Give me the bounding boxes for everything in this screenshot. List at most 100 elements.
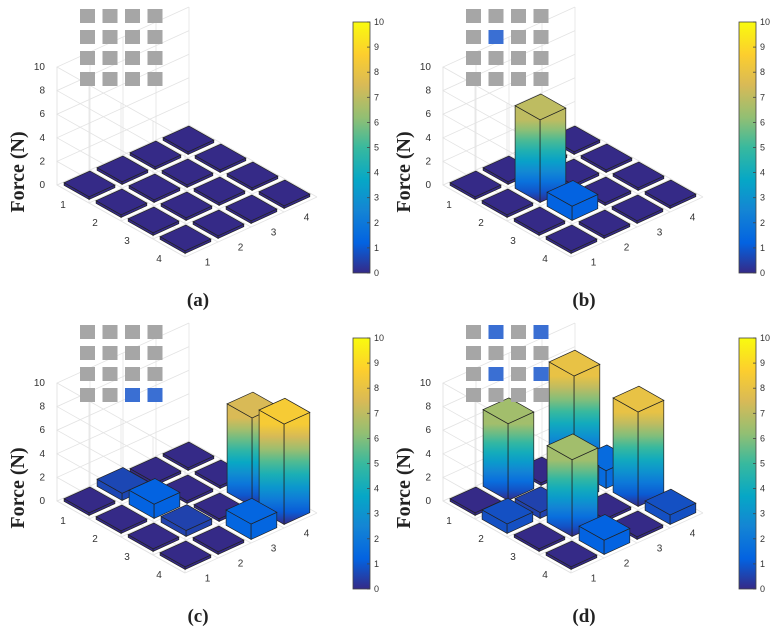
z-axis-label: Force (N) (393, 131, 415, 212)
bar-r1-c1 (63, 486, 116, 516)
col-tick-label: 1 (591, 258, 597, 269)
row-tick-label: 2 (478, 218, 484, 229)
bar-r3-c4 (226, 161, 279, 191)
z-tick-label: 0 (425, 180, 431, 191)
bar-r4-c1 (159, 224, 212, 254)
z-tick-label: 4 (425, 133, 431, 144)
bar-r3-c2 (546, 433, 599, 537)
bar-r3-c2 (160, 191, 213, 221)
colorbar-tick-label: 0 (760, 268, 765, 278)
row-tick-label: 1 (446, 516, 452, 527)
sensor-pad (511, 325, 526, 339)
z-tick-label: 6 (425, 425, 431, 436)
bar-r3-c4 (612, 385, 665, 507)
colorbar-tick-label: 9 (374, 358, 379, 368)
z-tick-label: 10 (34, 62, 46, 73)
z-tick-label: 8 (39, 86, 45, 97)
colorbar-tick-label: 4 (760, 168, 765, 178)
sensor-pad (102, 388, 118, 402)
bar-r2-c1 (481, 188, 534, 218)
row-tick-label: 2 (92, 534, 98, 545)
row-tick-label: 2 (92, 218, 98, 229)
colorbar-tick-label: 8 (374, 383, 379, 393)
col-tick-label: 1 (205, 258, 211, 269)
z-axis-label: Force (N) (7, 131, 29, 212)
sensor-pad (102, 346, 118, 360)
col-tick-label: 3 (657, 544, 663, 555)
sensor-pad (102, 325, 118, 339)
bar-r4-c4 (258, 179, 311, 209)
sensor-pad (533, 346, 549, 360)
sensor-pad (511, 51, 526, 65)
bar-r4-c2 (192, 525, 245, 555)
z-tick-label: 8 (425, 402, 431, 413)
z-tick-label: 0 (425, 496, 431, 507)
sensor-pad (466, 325, 481, 339)
bars (63, 125, 311, 254)
colorbar-tick-label: 5 (760, 143, 765, 153)
z-tick-label: 8 (39, 402, 45, 413)
bar-r2-c2 (128, 478, 181, 519)
bar-r2-c2 (514, 93, 567, 203)
row-tick-label: 3 (124, 552, 130, 563)
sensor-pad (466, 72, 481, 86)
colorbar-tick-label: 10 (374, 17, 384, 27)
bar-r2-c4 (580, 143, 633, 173)
col-tick-label: 1 (591, 574, 597, 585)
sensor-pad (125, 72, 140, 86)
sensor-pad (533, 72, 549, 86)
sensor-pad (533, 388, 549, 402)
bar-r3-c1 (513, 522, 566, 553)
bar-r3-c2 (546, 180, 599, 221)
sensor-pad (80, 9, 95, 23)
colorbar-tick-label: 2 (374, 218, 379, 228)
z-tick-label: 2 (425, 156, 431, 167)
sensor-pad (533, 30, 549, 44)
bar-r4-c1 (159, 540, 212, 570)
colorbar-tick-label: 7 (374, 92, 379, 102)
colorbar-tick-label: 5 (760, 459, 765, 469)
bar-r1-c2 (482, 397, 535, 501)
row-tick-label: 1 (446, 200, 452, 211)
colorbar-tick-label: 9 (760, 42, 765, 52)
sensor-pad (511, 388, 526, 402)
col-tick-label: 4 (690, 213, 696, 224)
colorbar-b: 0 1 2 3 4 5 6 7 8 9 10 (738, 17, 770, 278)
z-tick-label: 4 (39, 449, 45, 460)
sensor-pad-active (488, 30, 504, 44)
col-tick-label: 2 (624, 243, 630, 254)
sensor-pad (147, 72, 163, 86)
bar-r1-c3 (129, 140, 182, 170)
bar-r2-c1 (95, 504, 148, 534)
sensor-pad (466, 9, 481, 23)
col-tick-label: 4 (304, 213, 310, 224)
colorbar-tick-label: 5 (374, 143, 379, 153)
panel-caption: (a) (187, 290, 209, 311)
colorbar-c: 0 1 2 3 4 5 6 7 8 9 10 (352, 333, 384, 594)
sensor-pad (80, 325, 95, 339)
colorbar-tick-label: 1 (760, 559, 765, 569)
colorbar-d: 0 1 2 3 4 5 6 7 8 9 10 (738, 333, 770, 594)
col-tick-label: 2 (238, 559, 244, 570)
sensor-pad (533, 51, 549, 65)
bar-r1-c1 (63, 170, 116, 200)
sensor-pad (488, 72, 504, 86)
row-tick-label: 2 (478, 534, 484, 545)
sensor-pad (80, 367, 95, 381)
colorbar-tick-label: 1 (760, 243, 765, 253)
sensor-pad (147, 367, 163, 381)
colorbar-tick-label: 10 (374, 333, 384, 343)
colorbar-tick-label: 2 (760, 534, 765, 544)
bar-r3-c1 (127, 206, 180, 237)
z-tick-label: 6 (425, 109, 431, 120)
col-tick-label: 4 (690, 529, 696, 540)
z-tick-label: 4 (425, 449, 431, 460)
sensor-pad (466, 30, 481, 44)
sensor-pad (511, 9, 526, 23)
sensor-pad (466, 388, 481, 402)
sensor-pad (533, 9, 549, 23)
